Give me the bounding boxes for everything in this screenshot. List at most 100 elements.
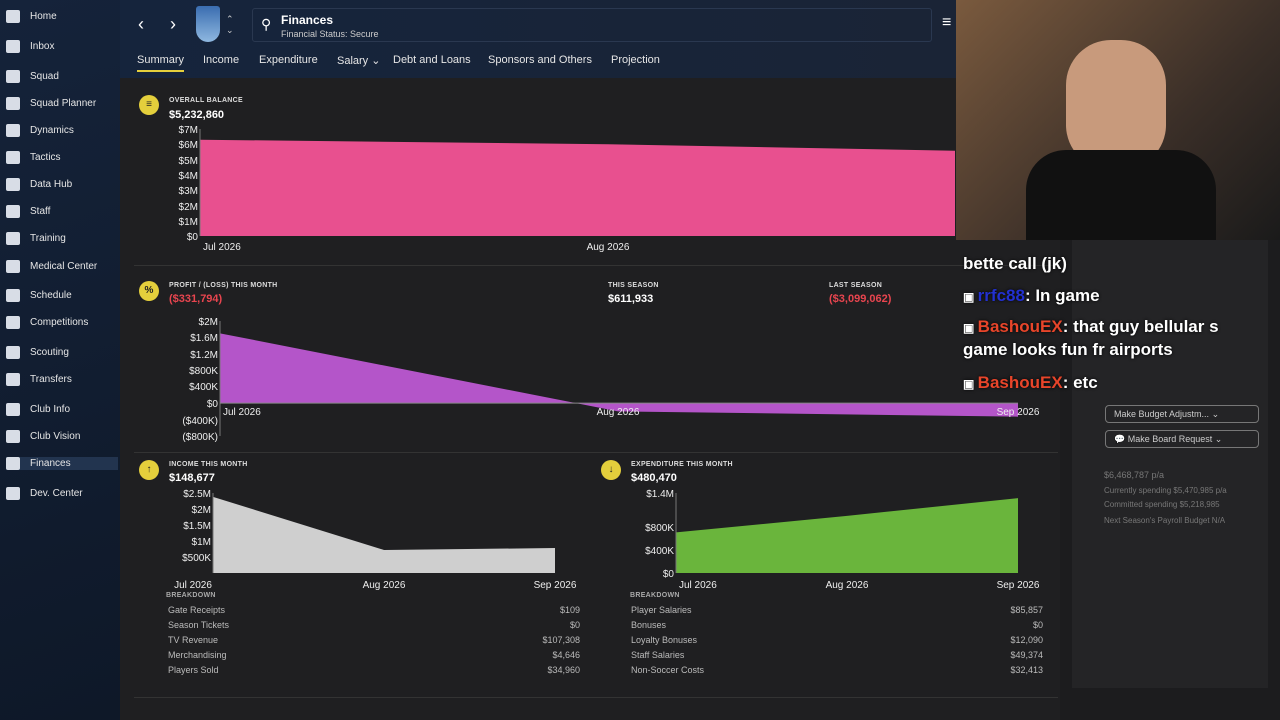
nav-label: Club Vision — [30, 431, 81, 442]
this-season-value: $611,933 — [608, 293, 654, 305]
board-request-button[interactable]: 💬 Make Board Request ⌄ — [1105, 430, 1259, 448]
breakdown-item-name: Gate Receipts — [168, 605, 226, 615]
income-label: INCOME THIS MONTH — [169, 461, 248, 468]
sidebar-item-medical-center[interactable]: Medical Center — [6, 260, 97, 273]
tab-summary[interactable]: Summary — [137, 54, 185, 72]
breakdown-item-value: $32,413 — [1010, 665, 1043, 675]
chat-message: ▣ BashouEX: that guy bellular s game loo… — [963, 316, 1253, 361]
nav-icon — [6, 232, 20, 245]
chat-text: : etc — [1062, 373, 1098, 392]
nav-label: Scouting — [30, 347, 69, 358]
chat-username: BashouEX — [977, 317, 1063, 336]
sidebar-item-inbox[interactable]: Inbox — [6, 40, 54, 53]
sidebar-item-training[interactable]: Training — [6, 232, 66, 245]
nav-label: Finances — [30, 458, 71, 469]
nav-icon — [6, 178, 20, 191]
salary-side-panel: $6,468,787 p/a Currently spending $5,470… — [1072, 240, 1268, 688]
budget-adjustment-button[interactable]: Make Budget Adjustm... ⌄ — [1105, 405, 1259, 423]
next-season-budget: Next Season's Payroll Budget N/A — [1104, 516, 1226, 525]
nav-icon — [6, 151, 20, 164]
breakdown-item-name: TV Revenue — [168, 635, 219, 645]
current-spending: Currently spending $5,470,985 p/a — [1104, 486, 1227, 495]
nav-icon — [6, 487, 20, 500]
breakdown-item-name: Non-Soccer Costs — [631, 665, 705, 675]
nav-label: Inbox — [30, 41, 55, 52]
committed-spending: Committed spending $5,218,985 — [1104, 500, 1220, 509]
sidebar-item-data-hub[interactable]: Data Hub — [6, 178, 72, 191]
nav-icon — [6, 346, 20, 359]
menu-icon[interactable]: ≡ — [942, 14, 952, 31]
sidebar-item-dynamics[interactable]: Dynamics — [6, 124, 74, 137]
nav-label: Training — [30, 233, 66, 244]
nav-icon — [6, 97, 20, 110]
chat-message: bette call (jk) — [963, 253, 1253, 275]
back-button[interactable]: ‹ — [138, 14, 144, 34]
tab-projection[interactable]: Projection — [611, 54, 660, 66]
sidebar-item-staff[interactable]: Staff — [6, 205, 50, 218]
last-season-value: ($3,099,062) — [829, 293, 892, 305]
sidebar-item-home[interactable]: Home — [6, 10, 57, 23]
payroll-budget: $6,468,787 p/a — [1104, 470, 1165, 480]
sidebar-item-schedule[interactable]: Schedule — [6, 289, 72, 302]
board-request-label: Make Board Request — [1127, 434, 1213, 444]
sidebar-item-club-vision[interactable]: Club Vision — [6, 430, 80, 443]
income-breakdown-label: BREAKDOWN — [166, 592, 216, 599]
breakdown-item-value: $0 — [1032, 620, 1043, 630]
expenditure-value: $480,470 — [631, 472, 677, 484]
search-box[interactable]: ⚲ Finances Financial Status: Secure — [252, 8, 932, 42]
sidebar-item-finances[interactable]: Finances — [6, 457, 118, 470]
breakdown-item-value: $0 — [569, 620, 580, 630]
breakdown-item-value: $85,857 — [1010, 605, 1043, 615]
nav-icon — [6, 10, 20, 23]
profit-label: PROFIT / (LOSS) THIS MONTH — [169, 282, 278, 289]
chat-username: BashouEX — [977, 373, 1063, 392]
chat-badge-icon: ▣ — [963, 321, 978, 335]
nav-icon — [6, 430, 20, 443]
page-title: Finances — [281, 13, 334, 27]
breakdown-item-name: Players Sold — [168, 665, 219, 675]
breakdown-item-name: Player Salaries — [631, 605, 692, 615]
sidebar-item-competitions[interactable]: Competitions — [6, 316, 88, 329]
sidebar-item-squad-planner[interactable]: Squad Planner — [6, 97, 96, 110]
sidebar-item-transfers[interactable]: Transfers — [6, 373, 72, 386]
tab-salary[interactable]: Salary ⌄ — [337, 55, 381, 67]
nav-icon — [6, 289, 20, 302]
balance-label: OVERALL BALANCE — [169, 97, 243, 104]
nav-icon — [6, 457, 20, 470]
nav-label: Dynamics — [30, 125, 74, 136]
nav-icon — [6, 40, 20, 53]
nav-label: Club Info — [30, 404, 71, 415]
breakdown-item-name: Loyalty Bonuses — [631, 635, 698, 645]
nav-label: Dev. Center — [30, 488, 83, 499]
nav-label: Squad — [30, 71, 59, 82]
this-season-label: THIS SEASON — [608, 282, 659, 289]
breakdown-item-value: $12,090 — [1010, 635, 1043, 645]
sidebar-item-dev-center[interactable]: Dev. Center — [6, 487, 83, 500]
club-switch-icon[interactable]: ⌃ ⌄ — [226, 14, 234, 35]
tab-debt-and-loans[interactable]: Debt and Loans — [393, 54, 471, 66]
tab-expenditure[interactable]: Expenditure — [259, 54, 318, 66]
forward-button[interactable]: › — [170, 14, 176, 34]
nav-icon — [6, 70, 20, 83]
nav-icon — [6, 373, 20, 386]
sidebar-item-tactics[interactable]: Tactics — [6, 151, 61, 164]
tab-income[interactable]: Income — [203, 54, 240, 66]
expenditure-arrow-icon: ↓ — [601, 460, 621, 480]
profit-value: ($331,794) — [169, 293, 223, 305]
nav-label: Transfers — [30, 374, 72, 385]
chat-message: ▣ rrfc88: In game — [963, 285, 1253, 308]
income-value: $148,677 — [169, 472, 215, 484]
chat-text: : that guy bellular s game looks fun fr … — [963, 317, 1219, 359]
sidebar-item-club-info[interactable]: Club Info — [6, 403, 70, 416]
finances-summary — [120, 78, 1060, 720]
breakdown-item-name: Bonuses — [631, 620, 667, 630]
sidebar-item-scouting[interactable]: Scouting — [6, 346, 69, 359]
chat-message: ▣ BashouEX: etc — [963, 372, 1253, 395]
nav-label: Medical Center — [30, 261, 98, 272]
sidebar-item-squad[interactable]: Squad — [6, 70, 59, 83]
club-crest[interactable] — [196, 6, 220, 42]
tab-sponsors-and-others[interactable]: Sponsors and Others — [488, 54, 592, 66]
nav-label: Home — [30, 11, 57, 22]
expenditure-breakdown-label: BREAKDOWN — [630, 592, 680, 599]
income-arrow-icon: ↑ — [139, 460, 159, 480]
